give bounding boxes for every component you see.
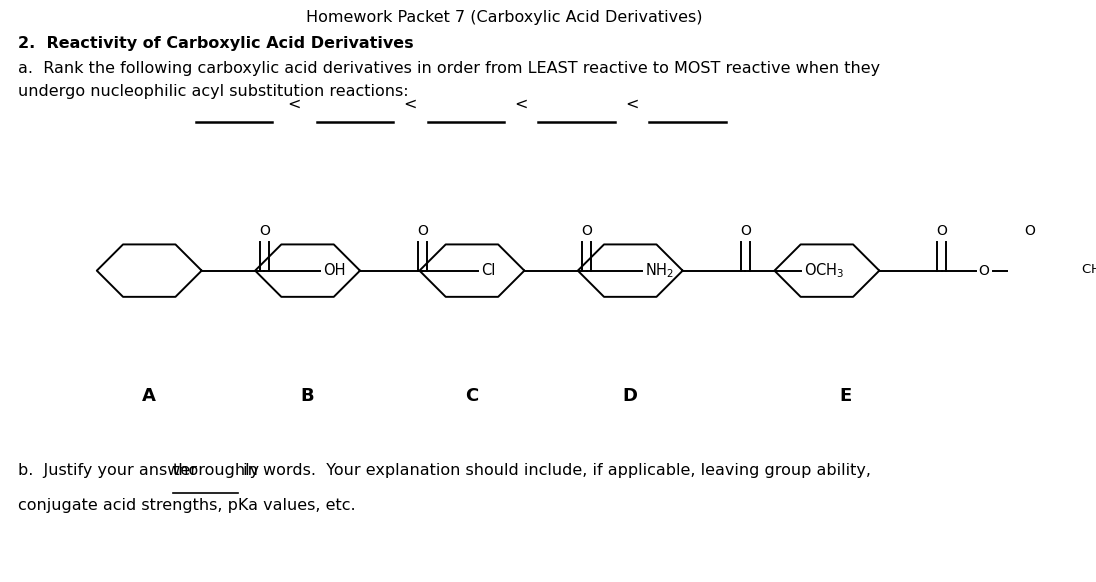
Text: <: <: [515, 97, 528, 112]
Text: NH$_2$: NH$_2$: [646, 261, 674, 280]
Text: O: O: [979, 264, 990, 278]
Text: undergo nucleophilic acyl substitution reactions:: undergo nucleophilic acyl substitution r…: [19, 84, 409, 100]
Text: O: O: [582, 224, 592, 238]
Text: a.  Rank the following carboxylic acid derivatives in order from LEAST reactive : a. Rank the following carboxylic acid de…: [19, 61, 880, 76]
Text: OCH$_3$: OCH$_3$: [803, 261, 844, 280]
Text: <: <: [626, 97, 639, 112]
Text: D: D: [623, 387, 638, 404]
Text: thoroughly: thoroughly: [173, 463, 260, 478]
Text: <: <: [287, 97, 301, 112]
Text: b.  Justify your answer: b. Justify your answer: [19, 463, 203, 478]
Text: Homework Packet 7 (Carboxylic Acid Derivatives): Homework Packet 7 (Carboxylic Acid Deriv…: [306, 10, 703, 26]
Text: O: O: [1024, 224, 1035, 238]
Text: O: O: [936, 224, 947, 238]
Text: C: C: [466, 387, 479, 404]
Text: OH: OH: [322, 263, 345, 278]
Text: O: O: [740, 224, 751, 238]
Text: conjugate acid strengths, pKa values, etc.: conjugate acid strengths, pKa values, et…: [19, 498, 356, 513]
Text: O: O: [259, 224, 270, 238]
Text: in words.  Your explanation should include, if applicable, leaving group ability: in words. Your explanation should includ…: [238, 463, 870, 478]
Text: CH$_3$: CH$_3$: [1081, 263, 1096, 278]
Text: <: <: [403, 97, 418, 112]
Text: A: A: [142, 387, 156, 404]
Text: O: O: [418, 224, 427, 238]
Text: B: B: [300, 387, 315, 404]
Text: Cl: Cl: [481, 263, 495, 278]
Text: E: E: [838, 387, 852, 404]
Text: 2.  Reactivity of Carboxylic Acid Derivatives: 2. Reactivity of Carboxylic Acid Derivat…: [19, 36, 414, 51]
